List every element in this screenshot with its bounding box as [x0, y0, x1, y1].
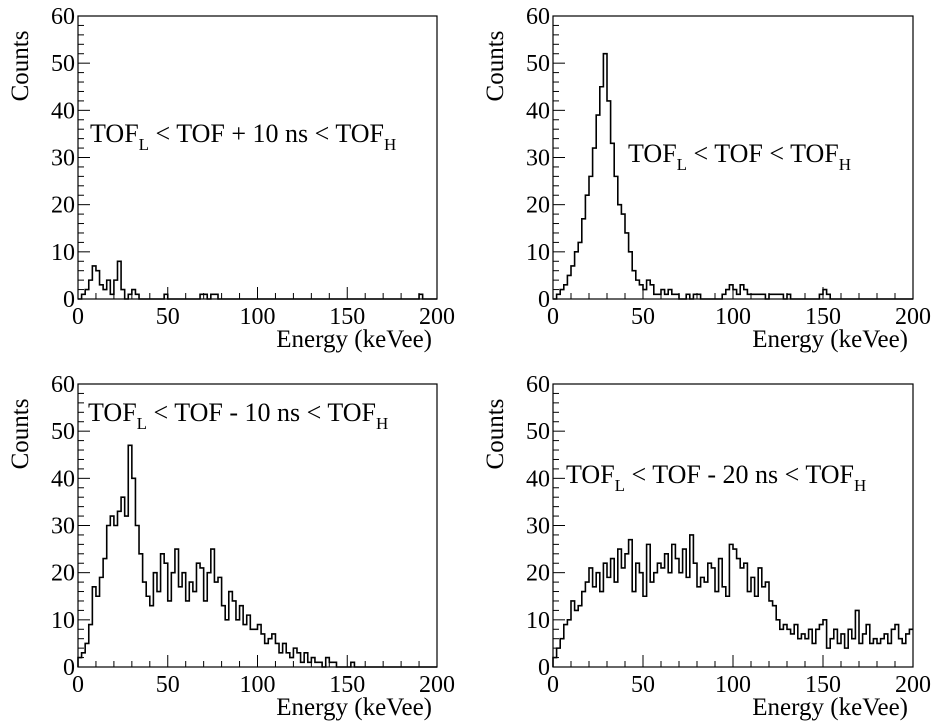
- annotation-mid: < TOF - 10 ns < TOF: [147, 398, 376, 427]
- y-tick-label: 60: [51, 372, 75, 398]
- x-tick-label: 100: [715, 672, 751, 698]
- x-tick-label: 200: [419, 672, 455, 698]
- x-axis-title: Energy (keVee): [276, 326, 432, 353]
- y-axis-title: Counts: [7, 399, 34, 470]
- x-axis-title: Energy (keVee): [752, 694, 908, 721]
- x-tick-label: 0: [72, 672, 84, 698]
- x-tick-label: 200: [895, 672, 931, 698]
- annotation-pre: TOF: [88, 398, 137, 427]
- histogram-panel-1: 0 50 100 150 200 0 10 20 30 40 50 60 Energy (keVee) C…: [7, 4, 455, 353]
- y-tick-label: 50: [51, 51, 75, 77]
- annotation-mid: < TOF - 20 ns < TOF: [625, 460, 854, 489]
- y-tick-label: 50: [526, 51, 550, 77]
- tof-window-annotation: TOFL < TOF + 10 ns < TOFH: [90, 119, 396, 154]
- y-axis-title: Counts: [482, 399, 509, 470]
- y-tick-label: 10: [526, 240, 550, 266]
- x-tick-label: 100: [715, 304, 751, 330]
- histogram-panel-4: 0 50 100 150 200 0 10 20 30 40 50 60 Energy (keVee) C…: [482, 372, 931, 721]
- x-tick-label: 200: [419, 304, 455, 330]
- x-tick-label: 50: [631, 672, 655, 698]
- annotation-pre: TOF: [628, 139, 677, 168]
- y-tick-label: 20: [526, 193, 550, 219]
- tof-window-annotation: TOFL < TOF - 10 ns < TOFH: [88, 398, 388, 433]
- x-tick-label: 50: [156, 672, 180, 698]
- annotation-sub-h: H: [854, 476, 866, 495]
- histogram-panel-3: 0 50 100 150 200 0 10 20 30 40 50 60 Energy (keVee) C…: [7, 372, 455, 721]
- y-tick-label: 30: [51, 514, 75, 540]
- y-tick-label: 20: [51, 561, 75, 587]
- x-tick-label: 0: [72, 304, 84, 330]
- y-tick-label: 40: [51, 98, 75, 124]
- annotation-sub-l: L: [139, 135, 149, 154]
- y-tick-label: 30: [526, 514, 550, 540]
- y-tick-label: 30: [526, 146, 550, 172]
- y-tick-label: 10: [526, 608, 550, 634]
- y-axis-title: Counts: [7, 31, 34, 102]
- histogram-panel-2: 0 50 100 150 200 0 10 20 30 40 50 60 Energy (keVee) C…: [482, 4, 931, 353]
- y-tick-label: 0: [538, 655, 550, 681]
- tof-window-annotation: TOFL < TOF < TOFH: [628, 139, 851, 174]
- histogram-series: [77, 444, 437, 668]
- x-tick-label: 50: [156, 304, 180, 330]
- x-tick-label: 150: [329, 304, 365, 330]
- annotation-pre: TOF: [90, 119, 139, 148]
- y-tick-label: 0: [538, 287, 550, 313]
- y-tick-label: 10: [51, 240, 75, 266]
- tof-window-annotation: TOFL < TOF - 20 ns < TOFH: [566, 460, 866, 495]
- y-tick-label: 20: [51, 193, 75, 219]
- annotation-sub-l: L: [615, 476, 625, 495]
- histogram-series: [553, 52, 913, 300]
- annotation-sub-h: H: [839, 155, 851, 174]
- x-axis-title: Energy (keVee): [276, 694, 432, 721]
- y-tick-label: 0: [63, 287, 75, 313]
- x-tick-label: 150: [805, 304, 841, 330]
- y-tick-label: 40: [51, 466, 75, 492]
- x-tick-label: 0: [547, 672, 559, 698]
- plot-frame: [77, 15, 438, 300]
- y-tick-label: 30: [51, 146, 75, 172]
- y-tick-label: 50: [51, 419, 75, 445]
- y-tick-label: 20: [526, 561, 550, 587]
- y-tick-label: 60: [51, 4, 75, 30]
- annotation-sub-h: H: [384, 135, 396, 154]
- x-tick-label: 100: [240, 304, 276, 330]
- annotation-sub-h: H: [376, 414, 388, 433]
- x-tick-label: 200: [895, 304, 931, 330]
- y-axis-title: Counts: [482, 31, 509, 102]
- x-tick-label: 100: [240, 672, 276, 698]
- x-axis-title: Energy (keVee): [752, 326, 908, 353]
- x-tick-label: 50: [631, 304, 655, 330]
- histogram-series: [552, 534, 913, 667]
- annotation-sub-l: L: [677, 155, 687, 174]
- annotation-pre: TOF: [566, 460, 615, 489]
- y-tick-label: 40: [526, 98, 550, 124]
- y-tick-label: 50: [526, 419, 550, 445]
- annotation-mid: < TOF < TOF: [687, 139, 839, 168]
- x-tick-label: 150: [329, 672, 365, 698]
- histogram-series: [78, 260, 437, 300]
- x-tick-label: 150: [805, 672, 841, 698]
- x-tick-label: 0: [547, 304, 559, 330]
- y-tick-label: 60: [526, 372, 550, 398]
- y-tick-label: 60: [526, 4, 550, 30]
- y-tick-label: 40: [526, 466, 550, 492]
- y-tick-label: 10: [51, 608, 75, 634]
- annotation-sub-l: L: [137, 414, 147, 433]
- annotation-mid: < TOF + 10 ns < TOF: [149, 119, 384, 148]
- y-tick-label: 0: [63, 655, 75, 681]
